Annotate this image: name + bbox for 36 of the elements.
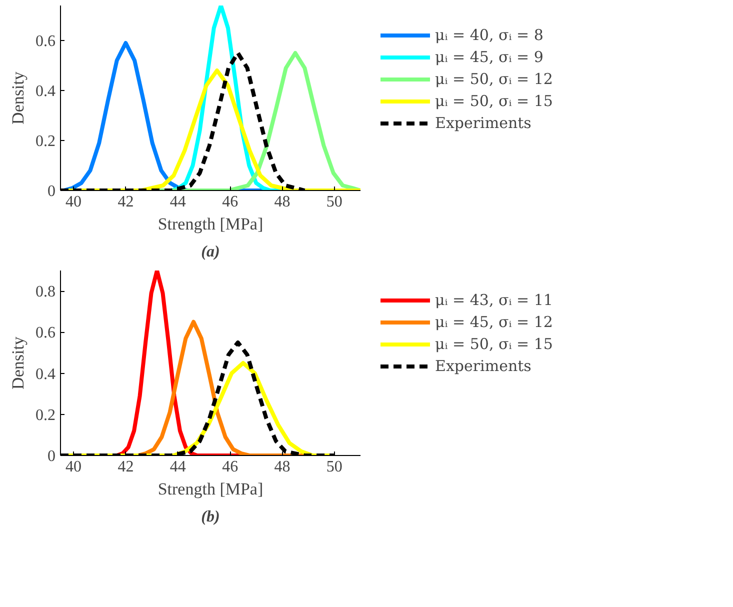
x-tick-label: 48	[274, 194, 290, 210]
x-tick-label: 44	[170, 458, 186, 476]
legend-label: μᵢ = 50, σᵢ = 12	[435, 70, 553, 88]
legend-label: μᵢ = 43, σᵢ = 11	[435, 291, 553, 309]
x-tick-label: 46	[222, 458, 238, 476]
y-tick-label: 0	[48, 183, 56, 200]
x-tick-label: 50	[326, 194, 342, 210]
legend-label: μᵢ = 45, σᵢ = 9	[435, 48, 544, 66]
x-tick-label: 44	[170, 194, 186, 210]
legend-label: μᵢ = 40, σᵢ = 8	[435, 26, 544, 44]
x-tick-label: 48	[274, 458, 290, 476]
y-axis-title: Density	[8, 336, 28, 390]
y-tick-label: 0.2	[36, 406, 56, 424]
x-tick-label: 40	[66, 458, 82, 476]
y-tick-label: 0.4	[36, 83, 56, 100]
y-tick-label: 0.4	[36, 366, 56, 383]
legend-label: μᵢ = 50, σᵢ = 15	[435, 92, 553, 110]
y-tick-label: 0.8	[36, 284, 56, 301]
text: (a)	[201, 244, 220, 260]
legend-label: μᵢ = 50, σᵢ = 15	[435, 335, 553, 353]
y-tick-label: 0	[48, 448, 56, 465]
y-tick-label: 0.6	[36, 324, 56, 342]
x-tick-label: 46	[222, 194, 238, 210]
y-axis-title: Density	[8, 71, 28, 124]
x-tick-label: 42	[118, 458, 134, 476]
text: (b)	[201, 508, 220, 526]
y-tick-label: 0.2	[36, 133, 56, 150]
x-axis-title: Strength [MPa]	[158, 214, 264, 234]
legend-label: Experiments	[435, 357, 532, 375]
x-tick-label: 40	[66, 194, 82, 210]
y-tick-label: 0.6	[36, 33, 56, 50]
x-tick-label: 50	[326, 458, 342, 476]
x-axis-title: Strength [MPa]	[158, 480, 264, 498]
x-tick-label: 42	[118, 194, 134, 210]
legend-label: Experiments	[435, 114, 532, 132]
legend-label: μᵢ = 45, σᵢ = 12	[435, 313, 553, 331]
